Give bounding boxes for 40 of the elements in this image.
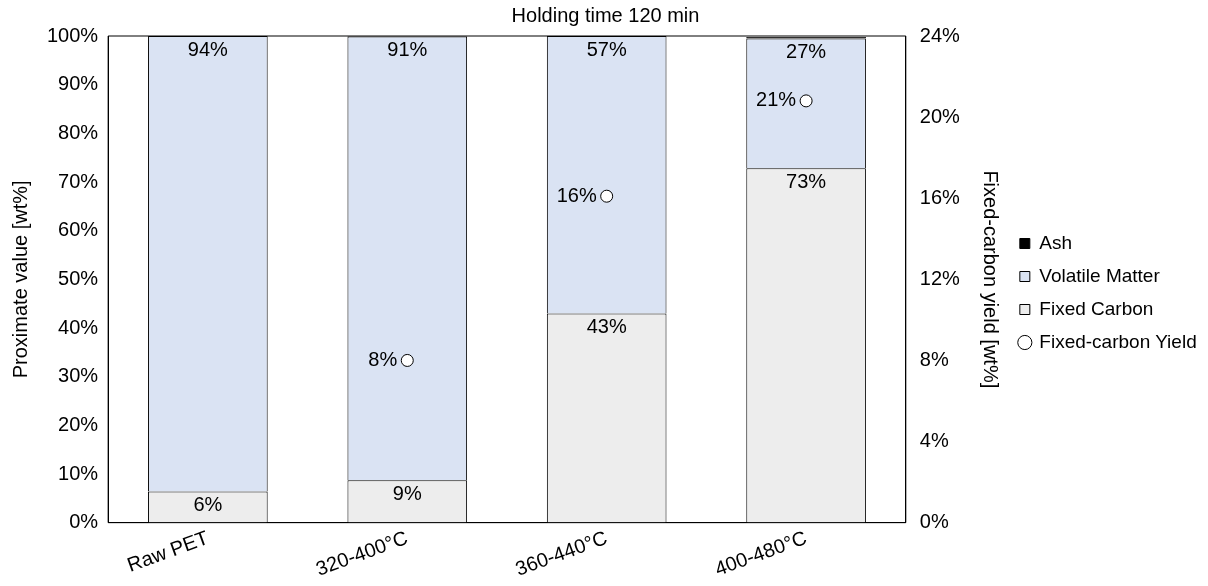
data-label: 21% — [756, 88, 797, 111]
y-tick-label: 90% — [58, 72, 99, 95]
data-label: 8% — [368, 347, 398, 370]
y2-tick-label: 8% — [919, 347, 949, 370]
legend-label: Fixed Carbon — [1039, 297, 1154, 319]
y-tick-label: 80% — [58, 120, 99, 143]
y2-tick-label: 12% — [919, 266, 961, 289]
y2-tick-label: 0% — [919, 510, 949, 533]
y-tick-label: 10% — [58, 461, 99, 484]
point — [799, 94, 813, 108]
y2-axis-title: Fixed-carbon yield [wt%] — [980, 170, 1003, 389]
point — [400, 353, 414, 367]
legend-label: Fixed-carbon Yield — [1039, 330, 1197, 352]
y-tick-label: 20% — [58, 412, 99, 435]
y2-tick-label: 24% — [919, 23, 961, 46]
data-label: 6% — [193, 493, 223, 516]
legend-label: Ash — [1039, 231, 1073, 253]
chart-title: Holding time 120 min — [511, 3, 700, 26]
y2-tick-label: 16% — [919, 185, 961, 208]
legend-label: Volatile Matter — [1039, 264, 1161, 286]
point — [600, 189, 614, 203]
x-tick-label: Raw PET — [124, 526, 212, 576]
y-tick-label: 100% — [47, 23, 99, 46]
y-tick-label: 70% — [58, 169, 99, 192]
y-tick-label: 30% — [58, 364, 99, 387]
data-label: 27% — [786, 39, 827, 62]
data-label: 73% — [786, 169, 827, 192]
y-tick-label: 60% — [58, 218, 99, 241]
y-axis-title: Proximate value [wt%] — [8, 180, 31, 379]
data-label: 43% — [586, 314, 627, 337]
data-label: 94% — [187, 37, 229, 60]
y2-tick-label: 20% — [919, 104, 961, 127]
y-tick-label: 0% — [69, 510, 99, 533]
y-tick-label: 40% — [58, 315, 99, 338]
y2-tick-label: 4% — [919, 429, 949, 452]
y-tick-label: 50% — [58, 266, 99, 289]
data-label: 91% — [387, 38, 428, 60]
data-label: 16% — [556, 183, 597, 206]
data-label: 57% — [586, 37, 627, 60]
data-label: 9% — [392, 481, 422, 504]
